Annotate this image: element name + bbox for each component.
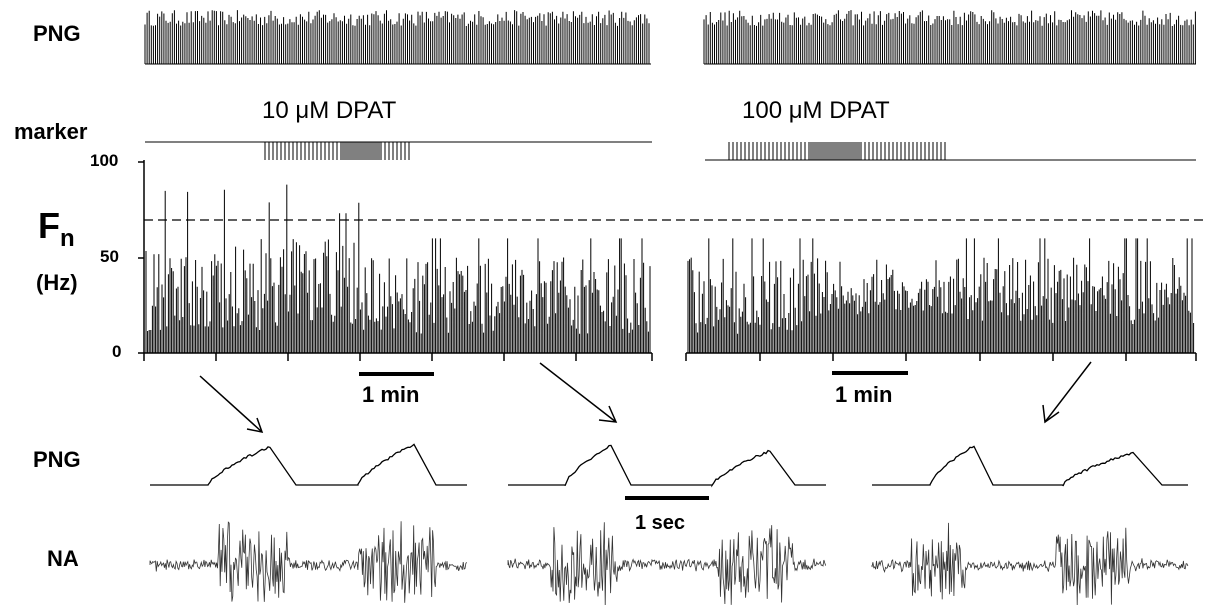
fn-bars-100uM <box>687 238 1195 353</box>
x-tick-marks <box>143 353 1197 361</box>
label-marker: marker <box>14 119 88 144</box>
label-na-bottom: NA <box>47 546 79 571</box>
y-tick-label-0: 0 <box>112 342 122 361</box>
label-png-top: PNG <box>33 21 81 46</box>
na-bottom-trace-1 <box>149 521 468 603</box>
drug-label-right: 100 μM DPAT <box>742 97 890 124</box>
label-png-bottom: PNG <box>33 447 81 472</box>
fn-symbol: F <box>38 205 60 246</box>
marker-ticks-10uM <box>264 142 410 160</box>
fn-subscript: n <box>60 225 75 252</box>
y-axis-label-fn: Fn <box>38 205 75 253</box>
fn-rate-histogram-right <box>687 238 1195 353</box>
marker-ticks-right <box>728 142 946 160</box>
y-axis-unit: (Hz) <box>36 270 78 295</box>
y-tick-label-50: 50 <box>100 247 119 266</box>
png-bottom-traces <box>150 443 1188 488</box>
na-bottom-traces <box>149 521 1189 605</box>
png-bottom-trace-1 <box>150 443 467 486</box>
png-top-spikes-left <box>144 10 651 65</box>
drug-label-left: 10 μM DPAT <box>262 97 397 124</box>
png-bottom-trace-3 <box>872 445 1188 487</box>
scale-label-1min-right: 1 min <box>835 382 893 407</box>
na-bottom-trace-3 <box>871 522 1189 605</box>
scale-label-1sec: 1 sec <box>635 512 686 534</box>
na-bottom-trace-2 <box>507 522 827 605</box>
x-axis-ticks <box>143 353 1197 361</box>
png-top-trace-right <box>703 10 1196 65</box>
arrow-right <box>1042 361 1092 424</box>
arrow-left <box>199 375 264 433</box>
arrow-middle <box>539 362 618 423</box>
png-top-spikes-right <box>703 10 1196 65</box>
png-bottom-trace-2 <box>508 444 826 488</box>
fn-bars-10uM <box>145 184 651 353</box>
scale-label-1min-left: 1 min <box>362 382 420 407</box>
marker-ticks-100uM <box>728 142 946 160</box>
marker-ticks-left <box>264 142 410 160</box>
fn-rate-histogram-left <box>145 184 651 353</box>
png-top-trace-left <box>144 10 651 65</box>
y-tick-label-100: 100 <box>90 151 119 170</box>
